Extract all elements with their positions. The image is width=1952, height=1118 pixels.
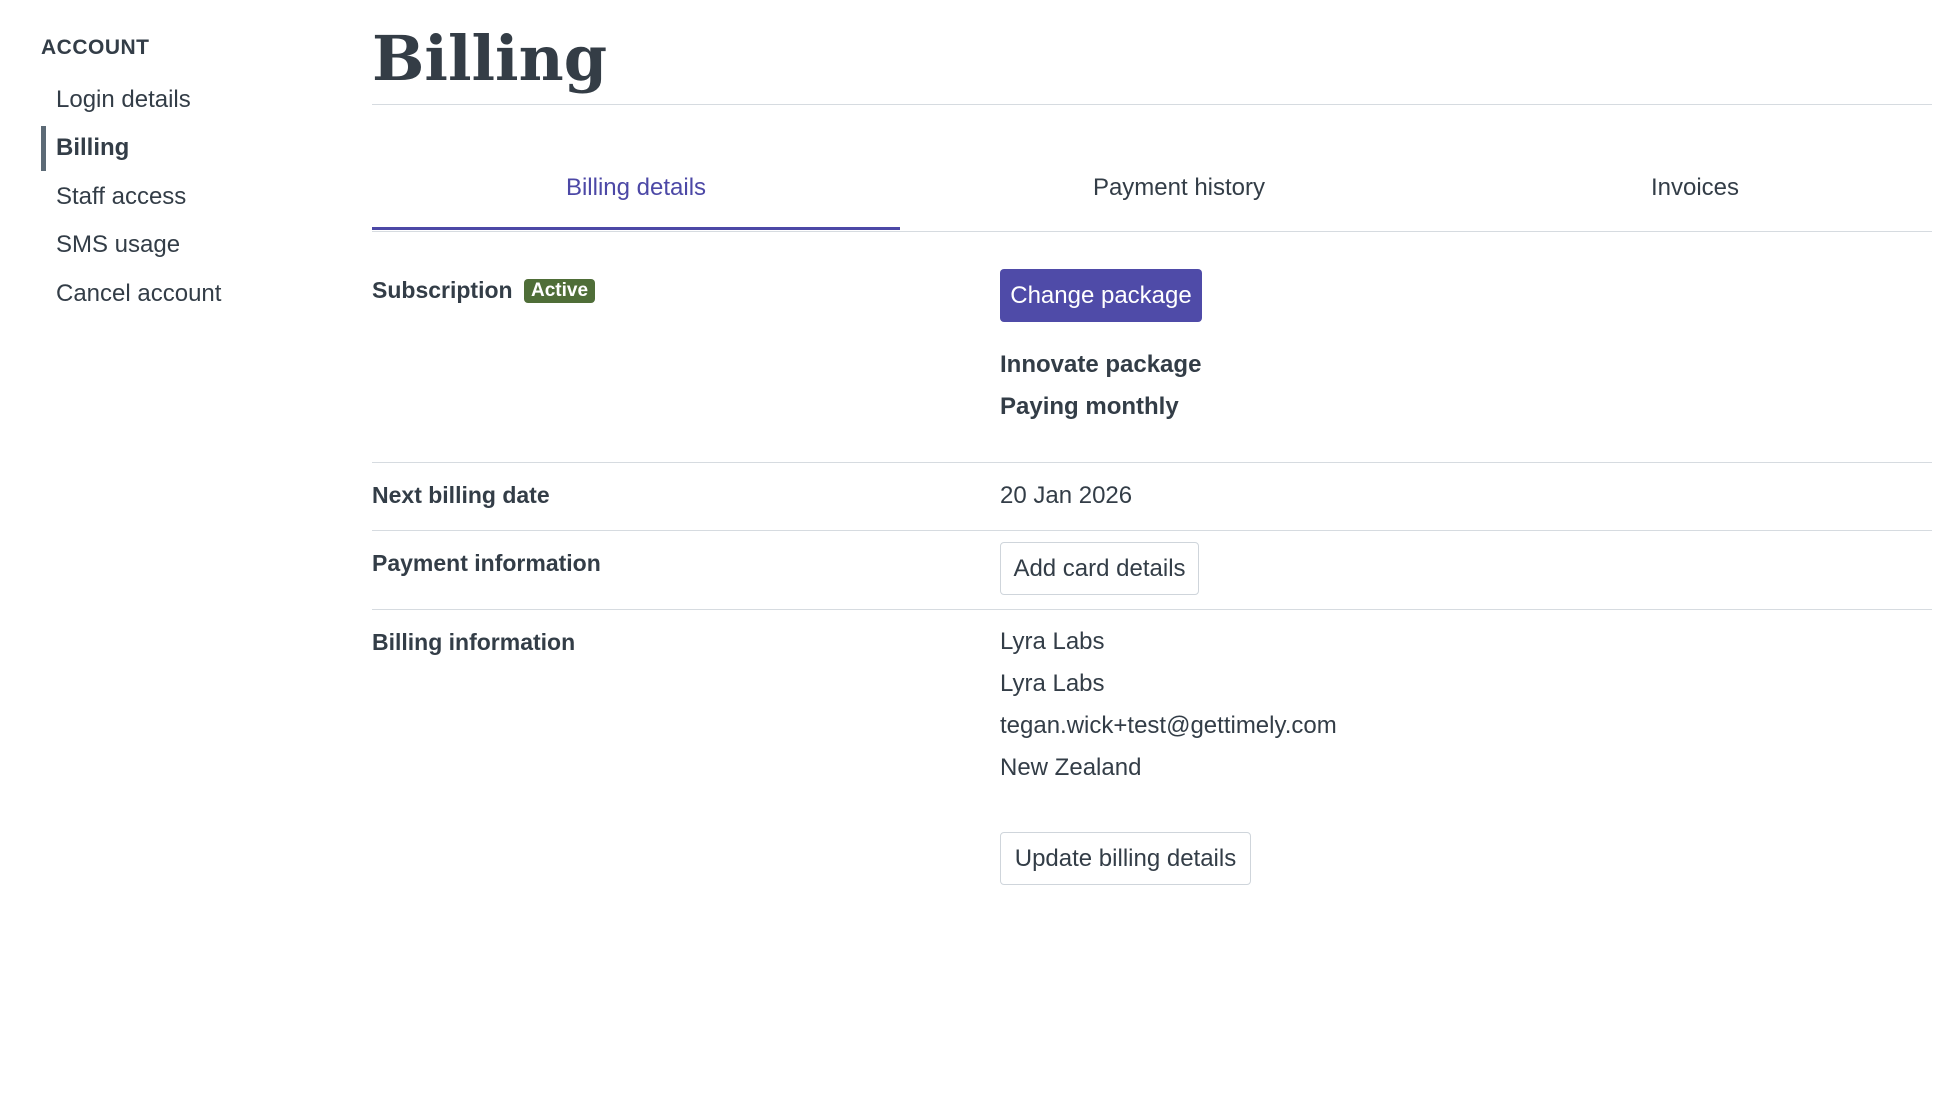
add-card-details-button[interactable]: Add card details: [1000, 542, 1199, 595]
change-package-button[interactable]: Change package: [1000, 269, 1202, 322]
billing-email: tegan.wick+test@gettimely.com: [1000, 712, 1337, 739]
package-name: Innovate package: [1000, 351, 1202, 378]
page-title: Billing: [372, 22, 608, 95]
tab-invoices[interactable]: Invoices: [1650, 174, 1740, 201]
row-divider: [372, 609, 1932, 610]
title-divider: [372, 104, 1932, 105]
sidebar-item-staff-access[interactable]: Staff access: [56, 183, 187, 210]
billing-info-label: Billing information: [372, 629, 576, 655]
active-indicator: [41, 126, 46, 171]
row-divider: [372, 462, 1932, 463]
row-divider: [372, 530, 1932, 531]
update-billing-details-button[interactable]: Update billing details: [1000, 832, 1251, 885]
next-billing-label: Next billing date: [372, 482, 550, 508]
billing-country: New Zealand: [1000, 754, 1142, 781]
billing-name: Lyra Labs: [1000, 670, 1105, 697]
next-billing-value: 20 Jan 2026: [1000, 482, 1133, 509]
sidebar-item-login-details[interactable]: Login details: [56, 86, 191, 113]
active-tab-underline: [372, 227, 900, 230]
sidebar-item-sms-usage[interactable]: SMS usage: [56, 231, 181, 258]
payment-info-label: Payment information: [372, 550, 601, 576]
sidebar-item-billing[interactable]: Billing: [56, 134, 130, 161]
subscription-label: Subscription: [372, 277, 513, 303]
sidebar-item-cancel-account[interactable]: Cancel account: [56, 280, 222, 307]
billing-frequency: Paying monthly: [1000, 393, 1179, 420]
tab-divider: [372, 231, 1932, 232]
billing-company: Lyra Labs: [1000, 628, 1105, 655]
status-badge: Active: [524, 279, 596, 303]
sidebar-heading: ACCOUNT: [41, 36, 150, 59]
tab-billing-details[interactable]: Billing details: [565, 174, 707, 201]
tab-payment-history[interactable]: Payment history: [1092, 174, 1266, 201]
